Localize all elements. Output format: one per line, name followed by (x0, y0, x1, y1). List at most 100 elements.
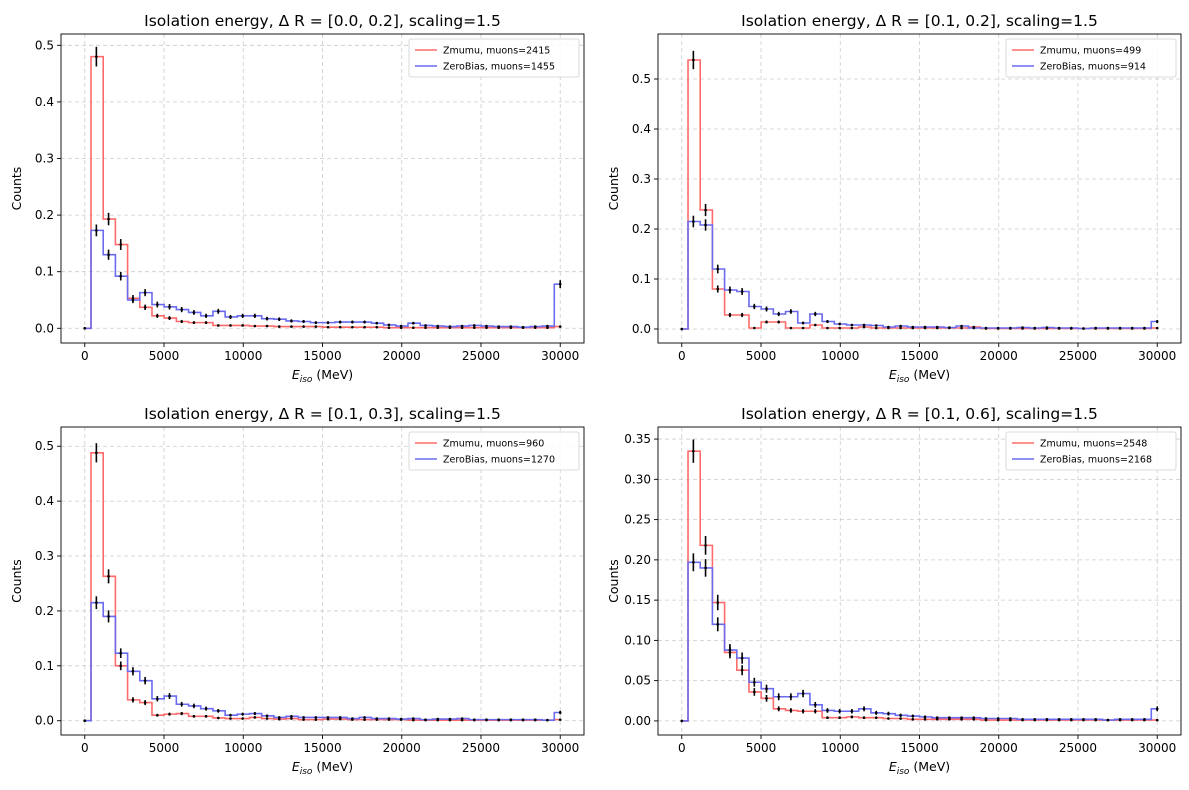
legend-entry: ZeroBias, muons=914 (1040, 62, 1146, 73)
x-tick-label: 30000 (541, 349, 579, 363)
x-axis-label-symbol: E (889, 367, 897, 382)
y-tick-label: 0.0 (632, 322, 651, 336)
data-point (972, 716, 976, 719)
data-point (972, 326, 976, 330)
y-tick-label: 0.0 (35, 321, 54, 335)
x-tick-label: 5000 (149, 741, 180, 755)
data-point (680, 719, 684, 723)
data-point (107, 217, 110, 221)
x-tick-label: 25000 (1059, 349, 1097, 363)
data-point (777, 695, 781, 699)
x-tick-label: 20000 (980, 349, 1018, 363)
data-point (509, 718, 513, 721)
data-point (680, 327, 684, 331)
data-point (472, 718, 476, 721)
x-tick-label: 0 (81, 741, 89, 755)
data-point (765, 307, 768, 311)
data-point (107, 575, 110, 578)
data-point (1143, 717, 1146, 721)
data-point (1033, 326, 1037, 330)
legend-box (1005, 431, 1177, 471)
x-tick-label: 15000 (303, 349, 341, 363)
data-point (1057, 717, 1061, 721)
data-point (448, 717, 452, 721)
data-point (1118, 717, 1122, 721)
data-point (1155, 718, 1159, 722)
data-point (253, 314, 257, 318)
x-tick-label: 20000 (383, 349, 421, 363)
x-axis-label-symbol: E (292, 367, 300, 382)
data-point (728, 648, 732, 652)
data-point (899, 324, 902, 328)
data-point (692, 58, 695, 62)
data-point (277, 325, 281, 328)
data-point (728, 288, 732, 292)
data-point (107, 253, 110, 257)
data-point (229, 324, 232, 327)
chart-panel: 0 5000 10000 15000 20000 25000 30000 0.0 0.1 0.2 0… (9, 405, 585, 777)
legend: Zmumu, muons=2548 ZeroBias, muons=2168 (1005, 431, 1177, 471)
data-point (290, 325, 293, 328)
data-point (448, 325, 452, 328)
data-point (302, 718, 305, 721)
data-point (436, 717, 440, 721)
data-point (692, 220, 695, 223)
y-axis-label: Counts (606, 559, 621, 603)
data-point (156, 303, 159, 306)
data-point (375, 325, 379, 329)
legend-entry: Zmumu, muons=2415 (443, 46, 550, 57)
legend-entry: Zmumu, muons=960 (443, 439, 544, 450)
data-point (424, 324, 427, 327)
y-tick-label: 0.2 (632, 222, 651, 236)
data-point (813, 323, 817, 327)
legend: Zmumu, muons=499 ZeroBias, muons=914 (1005, 38, 1177, 78)
data-point (753, 680, 756, 684)
data-point (497, 718, 500, 721)
data-point (131, 298, 135, 302)
x-tick-label: 5000 (149, 349, 180, 363)
data-point (241, 324, 244, 327)
legend-box (1005, 38, 1177, 78)
data-point (363, 325, 366, 329)
data-point (911, 325, 915, 329)
x-axis-label-subscript: iso (300, 375, 313, 385)
y-tick-label: 0.05 (624, 674, 651, 688)
data-point (740, 668, 744, 672)
data-point (192, 704, 196, 708)
x-axis-label-subscript: iso (897, 767, 910, 777)
data-point (789, 695, 793, 699)
data-point (960, 716, 963, 719)
data-point (302, 716, 305, 719)
y-tick-label: 0.00 (624, 714, 651, 728)
chart-panel: 0 5000 10000 15000 20000 25000 30000 0.00 0.05 0.… (606, 405, 1182, 777)
data-point (1057, 326, 1061, 330)
data-point (935, 325, 939, 329)
data-point (899, 326, 902, 330)
data-point (1009, 326, 1012, 330)
data-point (253, 716, 257, 719)
data-point (277, 716, 281, 719)
x-axis-label: Eiso (MeV) (292, 759, 353, 777)
data-point (1021, 717, 1024, 721)
data-point (935, 716, 939, 719)
data-point (911, 717, 915, 721)
data-point (314, 718, 318, 721)
data-point (826, 716, 829, 719)
data-point (753, 305, 756, 308)
y-tick-label: 0.1 (35, 659, 54, 673)
data-point (801, 709, 805, 713)
data-point (558, 718, 562, 721)
y-axis-label: Counts (606, 167, 621, 211)
data-point (216, 324, 220, 327)
data-point (472, 324, 476, 327)
data-point (862, 716, 866, 719)
data-point (314, 321, 318, 324)
data-point (813, 709, 817, 713)
x-tick-label: 5000 (746, 349, 777, 363)
x-tick-label: 25000 (1059, 741, 1097, 755)
data-point (229, 315, 232, 319)
data-point (204, 707, 208, 710)
chart-panel: 0 5000 10000 15000 20000 25000 30000 0.0 0.1 0.2 0… (9, 12, 585, 385)
x-axis-label: Eiso (MeV) (889, 759, 950, 777)
